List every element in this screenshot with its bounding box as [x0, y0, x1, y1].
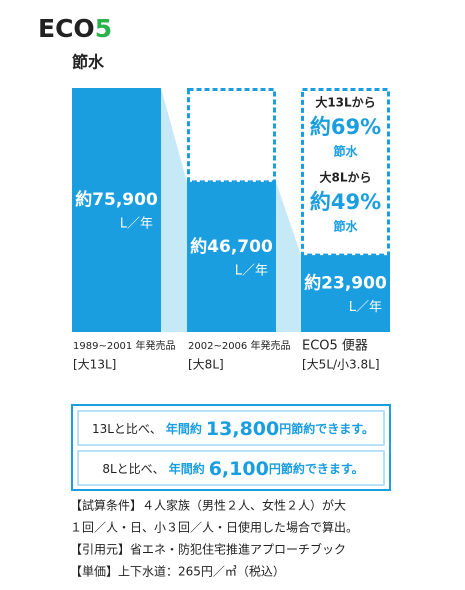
category-sublabel: [大13L] — [73, 358, 116, 372]
bar — [301, 255, 390, 332]
yearly-row: 13Lと比べ、 年間約 13,800円節約できます。 — [92, 418, 374, 440]
yearly-emph: 年間約 — [169, 461, 205, 476]
savings-row-box — [77, 410, 385, 446]
unit-label: L／年 — [120, 217, 153, 232]
savings-value: 約49% — [310, 190, 381, 214]
connector — [161, 88, 187, 332]
note: 【試算条件】４人家族（男性２人、女性２人）が大 — [70, 498, 346, 513]
unit-label: L／年 — [235, 263, 268, 278]
category-sublabel: [大5L/小3.8L] — [302, 358, 380, 372]
note: 【引用元】省エネ・防犯住宅推進アプローチブック — [70, 542, 346, 557]
brand: ECO5 — [38, 14, 112, 43]
yearly-suffix: 円節約できます。 — [279, 421, 374, 436]
value-label: 約46,700 — [190, 236, 273, 257]
bar — [72, 88, 161, 332]
yearly-row: 8Lと比べ、 年間約 6,100円節約できます。 — [102, 458, 363, 480]
savings-from: 大8Lから — [320, 170, 372, 185]
savings-from: 大13Lから — [315, 95, 375, 110]
savings-label: 節水 — [333, 144, 358, 159]
yearly-prefix: 13Lと比べ、 — [92, 422, 162, 436]
value-label: 約23,900 — [304, 273, 387, 294]
unit-label: L／年 — [349, 300, 382, 315]
savings-row-box — [77, 450, 385, 486]
brand-accent: 5 — [95, 14, 112, 43]
connector — [276, 181, 301, 332]
note: １回／人・日、小３回／人・日使用した場合で算出。 — [70, 520, 358, 535]
category-sublabel: [大8L] — [188, 358, 224, 372]
savings-frame — [71, 404, 391, 491]
value-label: 約75,900 — [75, 189, 158, 210]
category-label: ECO5 便器 — [302, 339, 368, 354]
bar — [187, 181, 276, 332]
category-label: 1989~2001 年発売品 — [73, 339, 175, 352]
reference-outline — [187, 88, 276, 184]
yearly-emph: 年間約 — [166, 421, 202, 436]
savings-value: 約69% — [310, 115, 381, 139]
yearly-prefix: 8Lと比べ、 — [102, 462, 164, 476]
yearly-amount: 6,100 — [209, 458, 269, 480]
chart-title: 節水 — [71, 53, 105, 72]
yearly-suffix: 円節約できます。 — [269, 461, 364, 476]
savings-label: 節水 — [333, 219, 358, 234]
yearly-amount: 13,800 — [206, 418, 279, 440]
category-label: 2002~2006 年発売品 — [188, 339, 290, 352]
note: 【単価】上下水道：265円／㎥（税込） — [70, 565, 285, 579]
reference-outline — [301, 88, 390, 257]
brand-text: ECO — [38, 14, 95, 43]
